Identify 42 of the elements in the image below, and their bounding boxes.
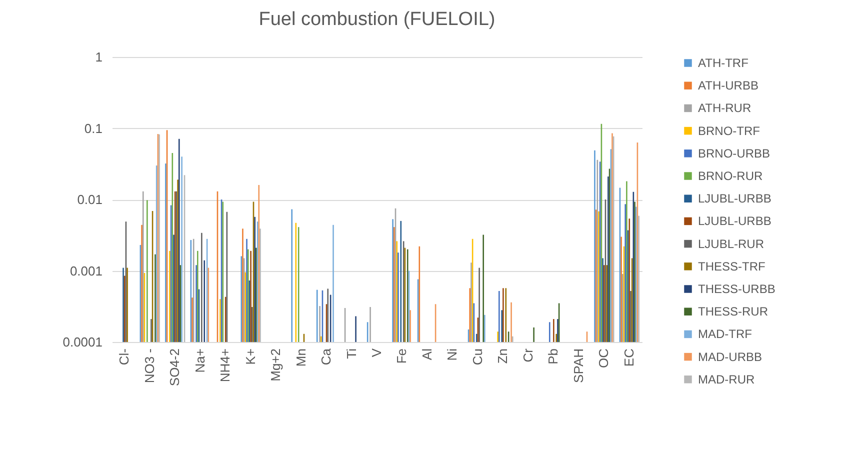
x-tick-label: Cr bbox=[520, 348, 536, 362]
x-tick-label: Ca bbox=[318, 348, 334, 366]
legend-label: BRNO-RUR bbox=[698, 169, 763, 183]
x-tick-label: K+ bbox=[242, 348, 258, 365]
x-tick-label: Ni bbox=[444, 348, 460, 361]
legend-label: ATH-URBB bbox=[698, 78, 758, 93]
y-tick-label: 0.0001 bbox=[62, 334, 102, 350]
legend-label: MAD-TRF bbox=[698, 327, 752, 342]
x-tick-label: Cu bbox=[470, 348, 485, 366]
x-tick-label: Mn bbox=[293, 348, 308, 367]
legend-label: LJUBL-URBB bbox=[698, 214, 772, 228]
x-tick-label: NH4+ bbox=[218, 348, 233, 382]
x-tick-label: SO4-2 bbox=[167, 348, 182, 386]
legend-label: LJUBL-URBB bbox=[698, 192, 772, 206]
x-tick-label: Fe bbox=[394, 348, 410, 364]
legend-label: LJUBL-RUR bbox=[698, 236, 764, 251]
x-tick-label: SPAH bbox=[570, 348, 586, 383]
y-tick-label: 0.1 bbox=[84, 120, 102, 136]
x-tick-label: Cl- bbox=[116, 348, 132, 366]
x-tick-label: V bbox=[369, 348, 384, 358]
y-tick-label: 0.001 bbox=[70, 263, 102, 278]
legend-label: MAD-URBB bbox=[698, 350, 762, 364]
x-tick-label: EC bbox=[621, 348, 636, 367]
x-tick-label: Zn bbox=[495, 348, 510, 364]
legend-label: BRNO-URBB bbox=[698, 146, 770, 160]
legend-label: THESS-RUR bbox=[698, 304, 768, 319]
x-tick-label: OC bbox=[596, 348, 612, 368]
legend-label: MAD-RUR bbox=[698, 372, 755, 386]
legend-label: THESS-URBB bbox=[698, 282, 776, 296]
x-tick-label: NO3 - bbox=[142, 348, 157, 384]
x-tick-label: Mg+2 bbox=[268, 348, 284, 382]
legend-label: THESS-TRF bbox=[698, 259, 766, 274]
y-tick-label: 0.01 bbox=[77, 192, 102, 207]
legend-label: ATH-TRF bbox=[698, 56, 748, 70]
x-tick-label: Ti bbox=[344, 348, 359, 359]
chart-title: Fuel combustion (FUELOIL) bbox=[258, 9, 496, 30]
x-tick-label: Na+ bbox=[192, 348, 208, 373]
legend-label: ATH-RUR bbox=[698, 101, 752, 116]
x-tick-label: Al bbox=[419, 348, 434, 360]
x-tick-label: Pb bbox=[546, 348, 561, 364]
legend-label: BRNO-TRF bbox=[698, 124, 760, 138]
y-tick-label: 1 bbox=[95, 50, 102, 64]
